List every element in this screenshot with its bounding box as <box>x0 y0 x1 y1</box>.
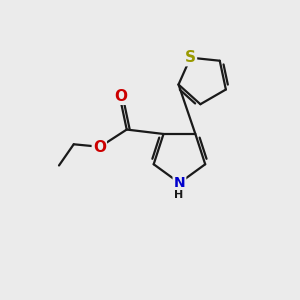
Text: H: H <box>174 190 184 200</box>
Text: O: O <box>114 89 127 104</box>
Text: O: O <box>93 140 106 155</box>
Text: N: N <box>174 176 185 190</box>
Text: S: S <box>185 50 196 65</box>
